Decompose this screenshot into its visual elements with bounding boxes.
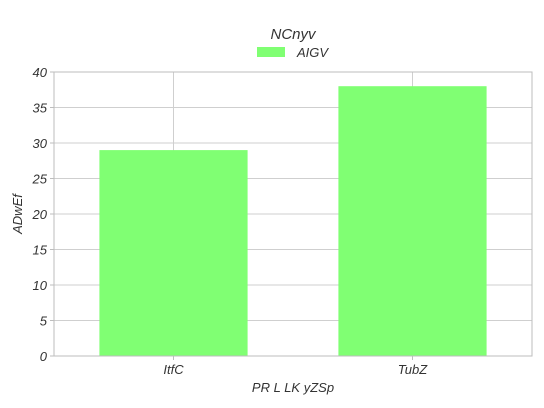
bar-TubZ bbox=[338, 86, 487, 356]
y-tick-label: 0 bbox=[40, 349, 48, 364]
y-tick-label: 30 bbox=[33, 136, 48, 151]
legend-swatch bbox=[257, 47, 285, 57]
x-axis-label: PR L LK yZSp bbox=[252, 380, 334, 395]
y-axis-label: ADwEf bbox=[10, 193, 25, 235]
y-tick-labels: 0 5 10 15 20 25 30 35 40 bbox=[32, 65, 48, 364]
y-tick-label: 35 bbox=[33, 101, 48, 116]
chart-title: NCnyv bbox=[270, 26, 317, 43]
bar-ItfC bbox=[99, 150, 248, 356]
y-tick-label: 20 bbox=[32, 207, 48, 222]
y-tick-label: 10 bbox=[33, 278, 48, 293]
y-tick-label: 25 bbox=[32, 172, 48, 187]
x-tick-label: ItfC bbox=[163, 362, 184, 377]
legend: AIGV bbox=[257, 45, 329, 60]
x-tick-labels: ItfC TubZ bbox=[163, 362, 428, 377]
x-tick-label: TubZ bbox=[398, 362, 428, 377]
plot-frame bbox=[53, 71, 533, 357]
y-tick-label: 15 bbox=[33, 243, 48, 258]
bars bbox=[99, 86, 487, 356]
y-tick-label: 40 bbox=[33, 65, 48, 80]
legend-label: AIGV bbox=[296, 45, 329, 60]
y-tick-label: 5 bbox=[40, 314, 48, 329]
